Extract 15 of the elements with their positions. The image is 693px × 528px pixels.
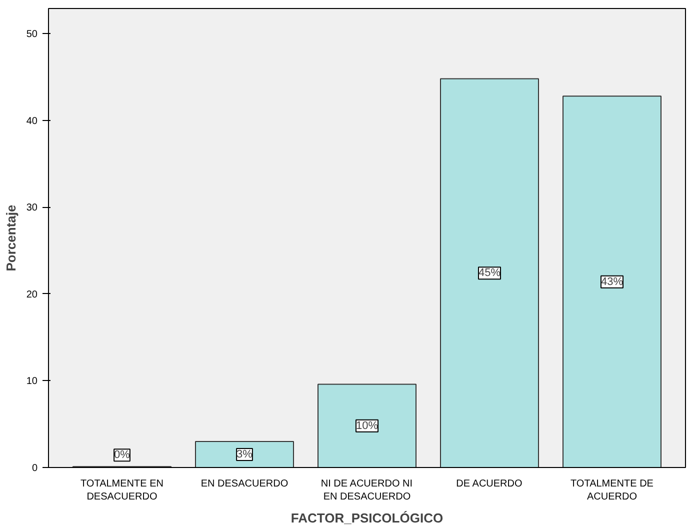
y-tick-label: 0 — [32, 463, 38, 474]
y-tick-label: 40 — [26, 116, 38, 127]
y-tick-label: 50 — [26, 29, 38, 40]
data-label: 3% — [236, 448, 253, 460]
y-tick-label: 20 — [26, 289, 38, 300]
x-tick-label: TOTALMENTE DE ACUERDO — [570, 478, 654, 503]
y-axis-title: Porcentaje — [3, 204, 18, 272]
y-tick-label: 10 — [26, 376, 38, 388]
x-tick-label: DE ACUERDO — [456, 478, 523, 490]
x-tick-label: NI DE ACUERDO NI EN DESACUERDO — [320, 478, 413, 503]
x-tick-label: TOTALMENTE EN DESACUERDO — [80, 478, 164, 503]
x-tick-label: EN DESACUERDO — [200, 478, 288, 490]
data-label: 0% — [114, 449, 130, 462]
y-tick-label: 30 — [26, 202, 38, 214]
x-axis-title: FACTOR_PSICOLÓGICO — [290, 510, 444, 526]
